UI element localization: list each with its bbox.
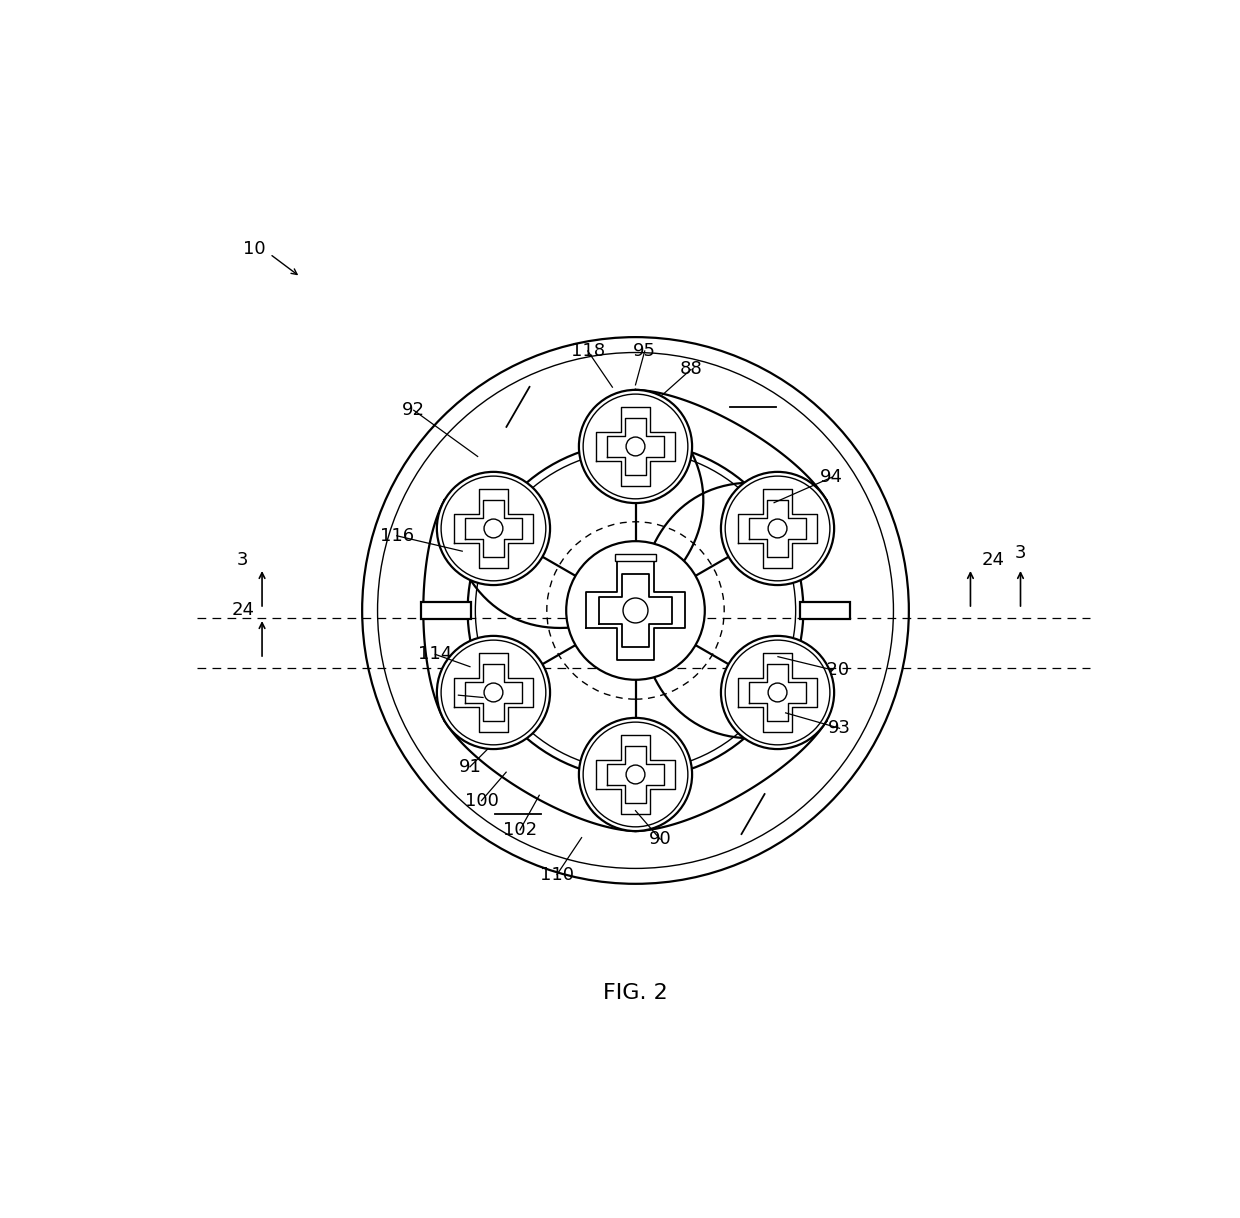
Text: 98: 98 [446,686,470,704]
Text: 91: 91 [459,758,481,776]
Circle shape [626,437,645,456]
Text: 90: 90 [649,831,672,848]
Circle shape [484,683,503,702]
Text: 114: 114 [418,646,453,664]
Circle shape [436,471,551,585]
Text: 110: 110 [539,866,574,883]
Circle shape [362,337,909,884]
Bar [422,602,471,619]
Circle shape [567,541,704,680]
Text: 95: 95 [634,342,656,361]
Text: 92: 92 [402,401,425,419]
Text: FIG. 2: FIG. 2 [603,983,668,1004]
Text: 24: 24 [232,602,254,620]
Circle shape [768,683,787,702]
Bar [800,602,849,619]
Polygon shape [585,560,686,660]
Text: 102: 102 [503,821,537,839]
Circle shape [768,519,787,538]
Circle shape [484,519,503,538]
Text: 24: 24 [982,552,1006,570]
Circle shape [720,471,835,585]
Polygon shape [454,653,533,732]
Text: 116: 116 [379,526,414,544]
Circle shape [626,765,645,784]
Polygon shape [454,490,533,568]
Circle shape [436,636,551,749]
Text: 10: 10 [243,240,265,257]
Circle shape [579,717,692,831]
Text: 3: 3 [1014,543,1027,561]
Text: 100: 100 [465,792,498,810]
Text: 118: 118 [570,342,605,361]
Polygon shape [738,653,817,732]
Text: 120: 120 [815,660,849,678]
Bar [615,554,656,560]
Polygon shape [596,736,675,814]
Polygon shape [738,490,817,568]
Text: 3: 3 [237,552,248,570]
Text: 88: 88 [680,361,702,379]
Text: 94: 94 [821,468,843,486]
Text: 93: 93 [828,720,851,737]
Circle shape [622,598,649,622]
Circle shape [720,636,835,749]
Circle shape [579,390,692,503]
Polygon shape [596,407,675,486]
